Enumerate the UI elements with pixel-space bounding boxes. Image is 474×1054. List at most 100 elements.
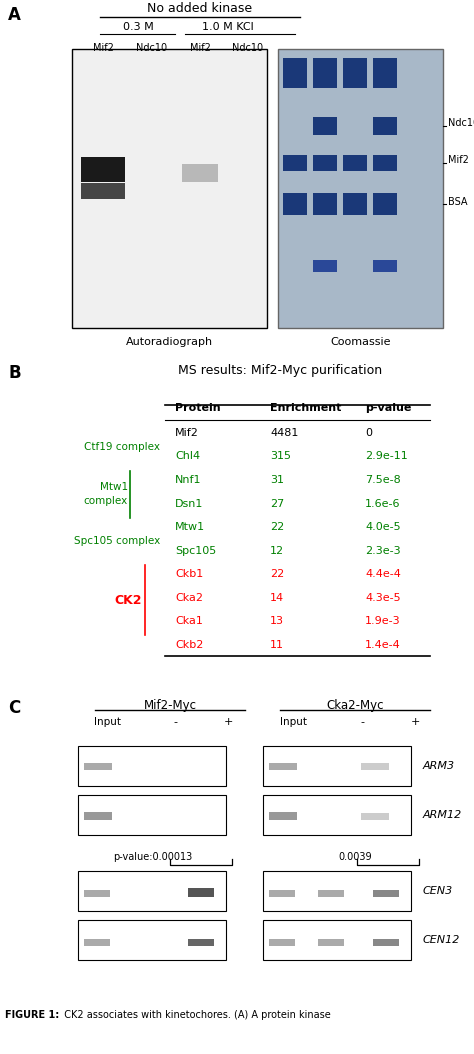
Bar	[188, 939, 214, 945]
Text: Mif2: Mif2	[190, 42, 210, 53]
Bar	[81, 157, 125, 181]
Bar	[84, 813, 112, 820]
Text: 12: 12	[270, 546, 284, 555]
Text: Ctf19 complex: Ctf19 complex	[84, 442, 160, 452]
Text: 2.3e-3: 2.3e-3	[365, 546, 401, 555]
Bar	[373, 155, 397, 171]
Bar	[84, 763, 112, 770]
Text: 14: 14	[270, 592, 284, 603]
Text: Ndc10: Ndc10	[137, 42, 168, 53]
Text: 0.0039: 0.0039	[338, 853, 372, 862]
Text: 11: 11	[270, 640, 284, 650]
Text: ARM12: ARM12	[423, 809, 462, 820]
Text: Mif2: Mif2	[92, 42, 113, 53]
Text: CK2 associates with kinetochores. (A) A protein kinase: CK2 associates with kinetochores. (A) A …	[58, 1010, 331, 1019]
Text: -: -	[173, 717, 177, 727]
Bar	[313, 260, 337, 272]
Text: Dsn1: Dsn1	[175, 499, 203, 509]
Text: Autoradiograph: Autoradiograph	[126, 336, 213, 347]
Text: CK2: CK2	[115, 593, 142, 607]
Bar	[318, 891, 344, 897]
Text: 0: 0	[365, 428, 372, 437]
Text: Input: Input	[94, 717, 121, 727]
Bar	[263, 745, 411, 785]
Text: 27: 27	[270, 499, 284, 509]
Text: 1.6e-6: 1.6e-6	[365, 499, 401, 509]
Text: CEN3: CEN3	[423, 886, 453, 896]
Bar	[313, 155, 337, 171]
Text: Cka2-Myc: Cka2-Myc	[326, 699, 384, 711]
Text: Enrichment: Enrichment	[270, 404, 341, 413]
Text: Chl4: Chl4	[175, 451, 200, 462]
Text: Cka1: Cka1	[175, 617, 203, 626]
Text: Ndc10: Ndc10	[448, 118, 474, 129]
Text: 4.0e-5: 4.0e-5	[365, 522, 401, 532]
Text: Spc105: Spc105	[175, 546, 216, 555]
Text: 13: 13	[270, 617, 284, 626]
Text: ARM3: ARM3	[423, 761, 455, 770]
Bar	[81, 183, 125, 198]
Text: No added kinase: No added kinase	[147, 2, 253, 15]
Bar	[343, 193, 367, 215]
Text: BSA: BSA	[448, 197, 467, 207]
Bar	[343, 58, 367, 87]
Text: CEN12: CEN12	[423, 935, 460, 945]
Text: C: C	[8, 699, 20, 717]
Bar	[263, 795, 411, 835]
Bar	[78, 872, 226, 912]
Bar	[313, 117, 337, 135]
Bar	[263, 920, 411, 960]
Text: 1.4e-4: 1.4e-4	[365, 640, 401, 650]
Bar	[361, 814, 389, 820]
Text: A: A	[8, 5, 21, 23]
Text: Coomassie: Coomassie	[330, 336, 391, 347]
Bar	[72, 50, 267, 328]
Bar	[373, 58, 397, 87]
Text: 1.0 M KCl: 1.0 M KCl	[202, 22, 254, 33]
Bar	[283, 58, 307, 87]
Text: 7.5e-8: 7.5e-8	[365, 475, 401, 485]
Text: B: B	[8, 364, 21, 382]
Bar	[269, 763, 297, 770]
Bar	[78, 795, 226, 835]
Text: Protein: Protein	[175, 404, 220, 413]
Text: +: +	[410, 717, 419, 727]
Text: Mtw1: Mtw1	[100, 483, 128, 492]
Text: 4.4e-4: 4.4e-4	[365, 569, 401, 580]
Bar	[313, 58, 337, 87]
Text: MS results: Mif2-Myc purification: MS results: Mif2-Myc purification	[178, 364, 382, 377]
Text: 4481: 4481	[270, 428, 298, 437]
Text: Mif2-Myc: Mif2-Myc	[144, 699, 197, 711]
Bar	[269, 813, 297, 820]
Bar	[283, 193, 307, 215]
Text: 31: 31	[270, 475, 284, 485]
Text: Ckb2: Ckb2	[175, 640, 203, 650]
Bar	[278, 50, 443, 328]
Text: -: -	[360, 717, 364, 727]
Text: +: +	[223, 717, 233, 727]
Text: 4.3e-5: 4.3e-5	[365, 592, 401, 603]
Bar	[78, 920, 226, 960]
Bar	[269, 939, 295, 945]
Bar	[373, 891, 399, 897]
Text: Spc105 complex: Spc105 complex	[74, 536, 160, 546]
Bar	[373, 117, 397, 135]
Bar	[78, 745, 226, 785]
Text: Mif2: Mif2	[448, 155, 469, 165]
Text: Input: Input	[281, 717, 308, 727]
Bar	[373, 193, 397, 215]
Text: Mtw1: Mtw1	[175, 522, 205, 532]
Text: 0.3 M: 0.3 M	[123, 22, 154, 33]
Text: Ckb1: Ckb1	[175, 569, 203, 580]
Text: 315: 315	[270, 451, 291, 462]
Bar	[263, 872, 411, 912]
Text: 2.9e-11: 2.9e-11	[365, 451, 408, 462]
Bar	[188, 887, 214, 897]
Bar	[283, 155, 307, 171]
Bar	[84, 891, 110, 897]
Bar	[182, 163, 218, 181]
Text: Ndc10: Ndc10	[232, 42, 264, 53]
Text: 22: 22	[270, 522, 284, 532]
Bar	[269, 891, 295, 897]
Text: 1.9e-3: 1.9e-3	[365, 617, 401, 626]
